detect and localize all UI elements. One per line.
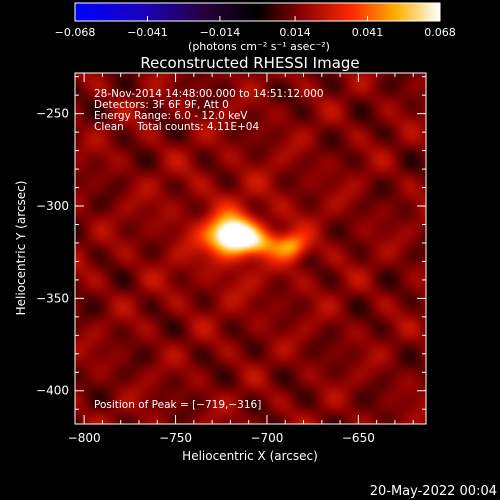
y-tick-label: −400 — [36, 384, 69, 398]
x-axis-label: Heliocentric X (arcsec) — [182, 449, 318, 463]
colorbar-gradient — [74, 2, 441, 22]
annotation-time-range: 28-Nov-2014 14:48:00.000 to 14:51:12.000 — [94, 88, 324, 100]
x-axis-ticks: −800 −750 −700 −650 — [68, 73, 414, 445]
y-tick-label: −300 — [36, 199, 69, 213]
colorbar-tick-label: −0.014 — [200, 26, 241, 39]
annotation-energy-range: Energy Range: 6.0 - 12.0 keV — [94, 110, 248, 122]
x-tick-label: −750 — [159, 431, 192, 445]
annotation-clean-counts: Clean Total counts: 4.11E+04 — [94, 121, 259, 133]
y-axis-label: Heliocentric Y (arcsec) — [14, 181, 28, 316]
heatmap-image — [75, 73, 426, 424]
y-axis-ticks: −400 −350 −300 −250 — [36, 76, 426, 410]
footer-date: 20-May-2022 00:04 — [370, 484, 497, 499]
colorbar-ticks: −0.068 −0.041 −0.014 0.014 0.041 0.068 — [55, 16, 456, 39]
annotation-detectors: Detectors: 3F 6F 9F, Att 0 — [94, 99, 229, 111]
x-tick-label: −650 — [342, 431, 375, 445]
x-tick-label: −700 — [250, 431, 283, 445]
colorbar-tick-label: −0.041 — [127, 26, 168, 39]
colorbar-tick-label: 0.014 — [279, 26, 311, 39]
annotation-block: 28-Nov-2014 14:48:00.000 to 14:51:12.000… — [94, 88, 324, 133]
peak-position-label: Position of Peak = [−719,−316] — [94, 399, 261, 411]
colorbar-tick-label: 0.041 — [352, 26, 384, 39]
colorbar-tick-label: 0.068 — [424, 26, 456, 39]
plot-frame — [74, 72, 427, 425]
colorbar-tick-label: −0.068 — [55, 26, 96, 39]
colorbar-unit-label: (photons cm⁻² s⁻¹ asec⁻²) — [188, 40, 330, 53]
x-tick-label: −800 — [68, 431, 101, 445]
chart-title: Reconstructed RHESSI Image — [140, 54, 359, 72]
y-tick-label: −350 — [36, 291, 69, 305]
y-tick-label: −250 — [36, 107, 69, 121]
colorbar: −0.068 −0.041 −0.014 0.014 0.041 0.068 (photo… — [55, 2, 456, 53]
